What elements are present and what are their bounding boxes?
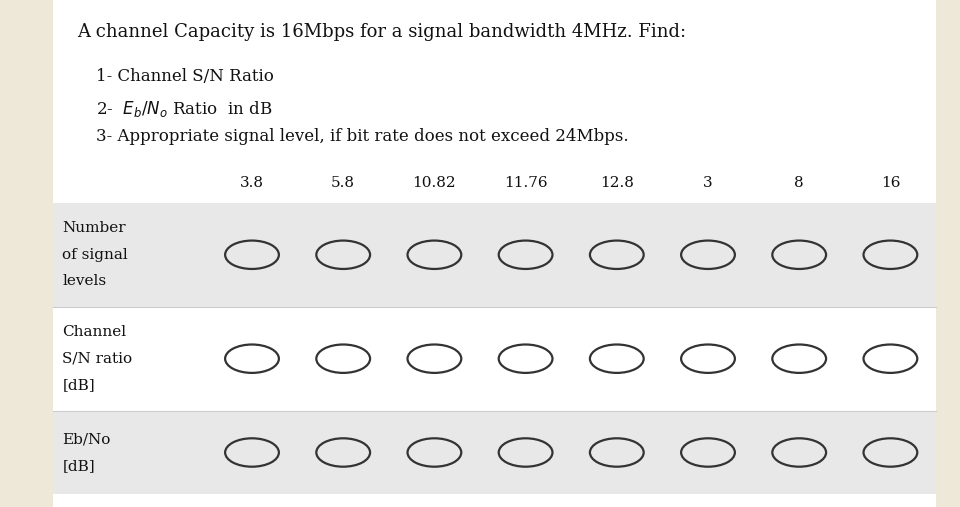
Bar [53,411,936,494]
Text: S/N ratio: S/N ratio [62,352,132,366]
Text: 12.8: 12.8 [600,175,634,190]
Text: Eb/No: Eb/No [62,432,110,446]
Text: 16: 16 [880,175,900,190]
Text: 1- Channel S/N Ratio: 1- Channel S/N Ratio [96,68,274,86]
Text: 8: 8 [794,175,804,190]
Text: levels: levels [62,274,107,288]
FancyBboxPatch shape [53,0,936,507]
Text: of signal: of signal [62,248,128,262]
Text: Channel: Channel [62,325,127,339]
Bar [53,307,936,411]
Text: A channel Capacity is 16Mbps for a signal bandwidth 4MHz. Find:: A channel Capacity is 16Mbps for a signa… [77,23,686,41]
Text: 3- Appropriate signal level, if bit rate does not exceed 24Mbps.: 3- Appropriate signal level, if bit rate… [96,128,629,145]
Text: Number: Number [62,222,126,235]
Text: 10.82: 10.82 [413,175,456,190]
Text: [dB]: [dB] [62,459,95,473]
Text: 3: 3 [703,175,713,190]
Text: 2-  $E_b/N_o$ Ratio  in dB: 2- $E_b/N_o$ Ratio in dB [96,99,273,119]
Text: 11.76: 11.76 [504,175,547,190]
Text: [dB]: [dB] [62,378,95,392]
Text: 5.8: 5.8 [331,175,355,190]
Text: 3.8: 3.8 [240,175,264,190]
Bar [53,203,936,307]
